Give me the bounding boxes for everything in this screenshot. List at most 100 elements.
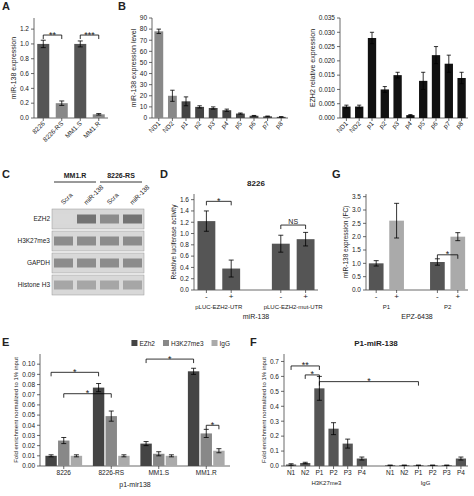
y-tick: [149, 84, 152, 85]
x-tick: [111, 466, 112, 469]
x-tick-label: p3: [206, 119, 217, 130]
panel-letter: C: [2, 168, 10, 180]
band: [77, 281, 96, 290]
y-axis: [34, 18, 35, 118]
y-axis-label: EZH2 relative expression: [309, 29, 317, 107]
y-tick: [37, 364, 40, 365]
x-tick: [80, 118, 81, 121]
significance-label: *: [311, 369, 315, 379]
y-tick-label: 0.2: [20, 99, 29, 106]
x-tick: [305, 466, 306, 469]
significance-label: *: [367, 376, 371, 386]
significance-label: *: [211, 420, 215, 430]
panel-letter: B: [118, 0, 126, 12]
bar: [432, 55, 440, 118]
legend-label: H3K27me3: [171, 340, 204, 347]
y-axis: [340, 18, 341, 118]
x-tick-label: p8: [454, 119, 465, 130]
y-tick: [31, 103, 34, 104]
x-axis: [284, 466, 468, 467]
x-tick-label: P3: [443, 469, 451, 476]
bar: [450, 237, 465, 290]
y-tick-label: 0.1: [270, 447, 279, 454]
error-bar: [388, 465, 393, 466]
x-tick: [63, 466, 64, 469]
band: [123, 281, 142, 290]
x-tick: [61, 118, 62, 121]
x-tick: [206, 466, 207, 469]
x-tick-label: MM1.S: [63, 119, 83, 139]
x-tick: [231, 290, 232, 293]
y-tick: [31, 88, 34, 89]
x-tick-label: -: [205, 292, 208, 301]
y-tick: [363, 263, 366, 264]
y-tick-label: 1.6: [180, 196, 189, 203]
y-tick-label: 2.5: [352, 220, 361, 227]
bar: [45, 456, 56, 466]
x-tick: [376, 290, 377, 293]
x-tick: [240, 118, 241, 121]
x-tick-label: +: [229, 292, 234, 301]
x-tick-label: p8: [274, 119, 285, 130]
y-tick-label: 0.07: [22, 391, 35, 398]
bar: [188, 371, 199, 466]
error-bar: [434, 47, 438, 64]
blot-background: [52, 209, 144, 229]
x-tick-label: 8226: [57, 469, 72, 476]
group-label: H3K27me3: [311, 480, 342, 486]
x-tick: [291, 466, 292, 469]
error-bar: [359, 457, 364, 460]
error-bar: [170, 90, 174, 101]
y-axis-label: Relative luciferase activity: [170, 204, 178, 280]
x-tick: [384, 118, 385, 121]
group-label: 8226-RS: [107, 172, 135, 179]
y-tick: [31, 58, 34, 59]
error-bar: [252, 115, 256, 117]
y-tick-label: 80: [140, 25, 148, 32]
bar: [385, 465, 395, 466]
y-tick: [149, 95, 152, 96]
y-tick: [337, 118, 340, 119]
significance-label: *: [86, 388, 90, 398]
y-tick-label: 60: [140, 48, 148, 55]
x-tick: [333, 466, 334, 469]
x-tick: [206, 290, 207, 293]
x-tick-label: 8226: [31, 119, 46, 134]
x-tick: [457, 290, 458, 293]
bar: [286, 465, 296, 466]
y-tick: [363, 250, 366, 251]
bar: [368, 38, 376, 118]
error-bar: [408, 115, 412, 116]
y-tick: [149, 106, 152, 107]
error-bar: [49, 455, 54, 457]
bar: [430, 262, 445, 290]
x-tick-label: P1: [315, 469, 323, 476]
y-tick: [149, 29, 152, 30]
y-tick-label: 0.00: [22, 462, 35, 469]
y-tick: [281, 421, 284, 422]
bar: [381, 89, 389, 118]
x-tick: [423, 118, 424, 121]
x-tick-label: p6: [247, 119, 258, 130]
error-bar: [109, 411, 114, 421]
bar: [201, 433, 212, 466]
y-tick-label: 0.09: [22, 371, 35, 378]
x-tick-label: ND2: [348, 119, 362, 133]
bar: [106, 416, 117, 466]
y-tick-label: 2.0: [352, 233, 361, 240]
error-bar: [357, 105, 361, 108]
error-bar: [96, 384, 101, 392]
bar: [166, 456, 177, 466]
x-tick: [461, 118, 462, 121]
y-tick-label: 3.0: [352, 206, 361, 213]
y-axis-label: Fold enrichment normalized to 1% input: [13, 357, 19, 463]
x-tick-label: N1: [386, 469, 395, 476]
y-tick: [281, 376, 284, 377]
y-tick-label: 0.8: [20, 55, 29, 62]
error-bar: [191, 368, 196, 374]
y-tick: [31, 73, 34, 74]
y-tick: [149, 18, 152, 19]
row-label: Histone H3: [18, 281, 51, 288]
error-bar: [144, 442, 149, 446]
y-tick-label: 0.03: [22, 432, 35, 439]
